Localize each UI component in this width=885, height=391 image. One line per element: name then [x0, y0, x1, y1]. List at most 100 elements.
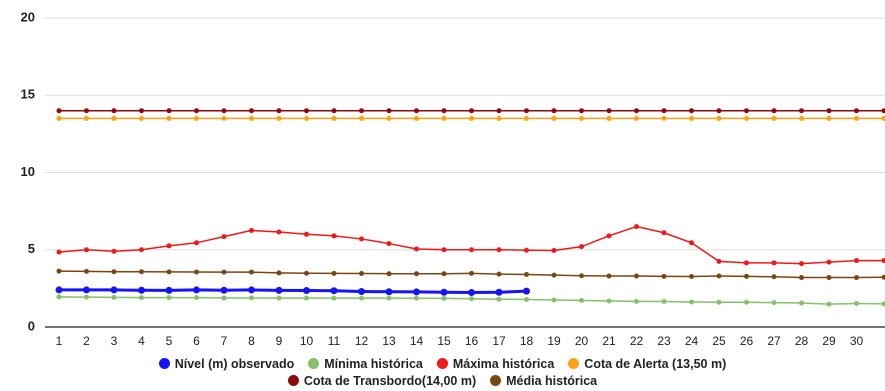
data-point	[194, 108, 199, 114]
x-tick-label: 1	[56, 334, 63, 348]
x-tick-label: 26	[740, 334, 754, 348]
data-point	[744, 108, 749, 114]
data-point	[799, 108, 804, 114]
data-point	[359, 108, 364, 114]
data-point	[84, 268, 89, 274]
data-point	[524, 115, 529, 121]
x-tick-label: 5	[166, 334, 173, 348]
data-point	[771, 115, 777, 121]
x-tick-label: 12	[355, 334, 369, 348]
data-point	[386, 108, 392, 114]
data-point	[276, 108, 282, 114]
data-point	[854, 275, 859, 281]
data-point	[165, 286, 173, 294]
data-point	[469, 247, 474, 253]
data-point	[220, 286, 228, 294]
y-tick-label: 15	[21, 87, 35, 102]
data-point	[551, 115, 557, 121]
legend-item[interactable]: Cota de Transbordo(14,00 m)	[287, 372, 477, 389]
legend-item[interactable]: Cota de Alerta (13,50 m)	[568, 355, 726, 372]
series-line	[58, 225, 884, 265]
x-tick-label: 7	[221, 334, 228, 348]
data-point	[826, 259, 832, 265]
data-point	[84, 115, 89, 121]
legend-marker	[568, 358, 580, 369]
data-point	[276, 270, 282, 276]
data-point	[84, 294, 89, 300]
x-tick-label: 25	[712, 334, 726, 348]
data-point	[744, 299, 749, 305]
data-point	[56, 294, 62, 300]
data-point	[358, 287, 365, 295]
data-point	[331, 270, 337, 276]
data-point	[249, 269, 254, 275]
data-point	[689, 240, 694, 246]
data-point	[304, 108, 309, 114]
data-point	[56, 108, 62, 114]
data-point	[689, 108, 694, 114]
data-point	[331, 115, 337, 121]
legend-label: Cota de Transbordo(14,00 m)	[303, 373, 477, 388]
legend-item[interactable]: Mínima histórica	[308, 355, 423, 372]
data-point	[661, 108, 667, 114]
x-tick-label: 27	[767, 334, 781, 348]
legend-marker	[436, 358, 448, 369]
data-point	[826, 301, 832, 307]
data-point	[469, 115, 474, 121]
data-point	[276, 229, 282, 235]
data-point	[634, 298, 639, 304]
data-point	[744, 260, 749, 266]
x-tick-label: 2	[83, 334, 90, 348]
data-point	[249, 227, 254, 233]
data-point	[139, 108, 144, 114]
data-point	[249, 108, 254, 114]
data-point	[524, 271, 529, 277]
data-point	[469, 108, 474, 114]
data-point	[111, 269, 117, 275]
data-point	[496, 108, 502, 114]
legend-item[interactable]: Média histórica	[490, 372, 597, 389]
data-point	[304, 295, 309, 301]
legend-item[interactable]: Nível (m) observado	[158, 355, 294, 372]
x-tick-label: 18	[520, 334, 534, 348]
data-point	[139, 269, 144, 275]
data-point	[771, 260, 777, 266]
data-point	[634, 224, 639, 230]
data-point	[386, 241, 392, 247]
data-point	[83, 286, 90, 294]
x-tick-label: 19	[547, 334, 561, 348]
data-point	[689, 115, 694, 121]
data-point	[441, 108, 447, 114]
data-point	[56, 249, 62, 255]
data-point	[661, 273, 667, 279]
data-point	[359, 115, 364, 121]
data-point	[551, 248, 557, 254]
legend-item[interactable]: Máxima histórica	[436, 355, 554, 372]
data-point	[551, 297, 557, 303]
x-tick-label: 14	[410, 334, 424, 348]
data-point	[771, 108, 777, 114]
legend-label: Cota de Alerta (13,50 m)	[584, 356, 727, 371]
data-point	[468, 289, 475, 297]
data-point	[303, 287, 310, 295]
data-point	[331, 108, 337, 114]
data-point	[139, 295, 144, 301]
data-point	[799, 115, 804, 121]
y-tick-label: 10	[21, 164, 35, 179]
data-point	[496, 115, 502, 121]
data-point	[359, 295, 364, 301]
y-tick-label: 5	[28, 241, 35, 256]
data-point	[524, 296, 529, 302]
data-point	[716, 273, 722, 279]
data-point	[440, 288, 448, 296]
data-point	[194, 269, 199, 275]
data-point	[84, 108, 89, 114]
x-tick-label: 20	[575, 334, 589, 348]
x-tick-label: 29	[822, 334, 836, 348]
data-point	[304, 115, 309, 121]
data-point	[111, 248, 117, 254]
x-tick-label: 3	[111, 334, 118, 348]
data-point	[689, 299, 694, 305]
x-tick-label: 28	[795, 334, 809, 348]
data-point	[194, 240, 199, 246]
